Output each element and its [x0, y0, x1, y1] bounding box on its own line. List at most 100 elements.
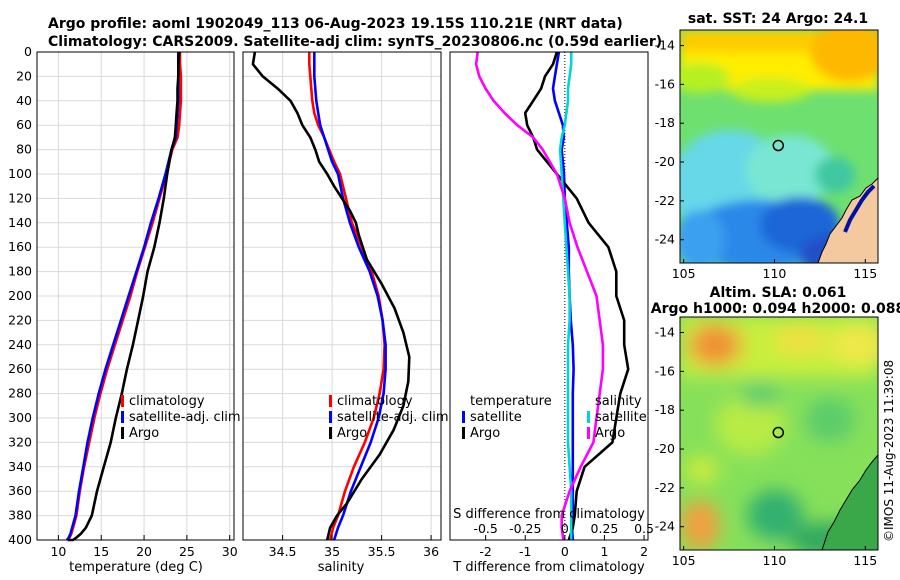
header-line1: Argo profile: aoml 1902049_113 06-Aug-20…: [48, 16, 623, 32]
map-ytick-label: -20: [655, 441, 675, 456]
map-ytick-label: -14: [655, 38, 675, 53]
depth-tick-label: 160: [8, 239, 32, 254]
map-xtick-label: 115: [853, 553, 877, 568]
series-temperature-argo: [523, 51, 630, 541]
temperature-frame: [36, 51, 235, 541]
sst-map: [680, 30, 878, 263]
legend-swatch-argo: [329, 427, 332, 439]
difference-lines: [474, 51, 630, 541]
sla-map-title: Altim. SLA: 0.061: [710, 285, 847, 301]
difference-xlabel: T difference from climatology: [452, 560, 645, 575]
temperature-lines: [65, 51, 183, 542]
xtick-label: -1: [519, 544, 531, 559]
salinity-xticks: 34.5 35 35.5 36: [269, 535, 439, 559]
top-tick-label: -0.5: [473, 521, 497, 536]
legend-temperature-argo: Argo: [470, 426, 500, 441]
difference-legend-right: salinity satellite Argo: [587, 394, 647, 441]
header-line2: Climatology: CARS2009. Satellite-adj cli…: [48, 34, 662, 50]
top-tick-label: 0.25: [591, 521, 619, 536]
map-ytick-label: -24: [655, 232, 675, 247]
legend-salinity-argo: Argo: [595, 426, 625, 441]
salinity-panel: 34.5 35 35.5 36 salinity climatology satell…: [242, 51, 449, 575]
legend-swatch-salinity-satellite: [587, 411, 590, 423]
legend-satellite: satellite-adj. clim: [337, 410, 449, 425]
xtick-label: -2: [479, 544, 491, 559]
legend-swatch-temperature-satellite: [462, 411, 465, 423]
xtick-label: 30: [222, 544, 238, 559]
sst-map-title: sat. SST: 24 Argo: 24.1: [688, 11, 868, 27]
legend-argo: Argo: [337, 426, 367, 441]
sst-field: [680, 30, 878, 263]
difference-frame: [449, 51, 649, 541]
salinity-frame: [242, 51, 442, 541]
sst-coastal-band: [843, 184, 876, 233]
legend-climatology: climatology: [337, 394, 413, 409]
sla-field: [680, 317, 878, 550]
salinity-lines: [251, 51, 411, 541]
xtick-label: 25: [179, 544, 195, 559]
salinity-legend: climatology satellite-adj. clim Argo: [329, 394, 449, 441]
series-temperature-satellite: [551, 51, 575, 541]
depth-tick-label: 400: [8, 532, 32, 547]
map-ytick-label: -20: [655, 154, 675, 169]
map-ytick-label: -22: [655, 193, 675, 208]
legend-temperature-satellite: satellite: [470, 410, 522, 425]
xtick-label: 35.5: [368, 544, 396, 559]
depth-tick-label: 180: [8, 264, 32, 279]
sst-argo-marker: [772, 139, 785, 152]
top-tick-label: 0.5: [634, 521, 654, 536]
sla-map: [680, 317, 878, 550]
map-ytick-label: -18: [655, 402, 675, 417]
series-salinity-argo: [474, 51, 605, 541]
xtick-label: 35: [324, 544, 340, 559]
depth-tick-label: 60: [16, 117, 32, 132]
difference-panel: -2 -1 0 1 2 -0.5 -0.25 0 0.25 0.5 S difference f…: [449, 51, 654, 575]
difference-top-xlabel: S difference from climatology: [453, 507, 645, 522]
temperature-grid: [37, 51, 234, 541]
xtick-label: 20: [136, 544, 152, 559]
xtick-label: 15: [93, 544, 109, 559]
salinity-grid: [243, 51, 441, 541]
map-ytick-label: -24: [655, 519, 675, 534]
map-xtick-label: 105: [672, 553, 696, 568]
legend-climatology: climatology: [129, 394, 205, 409]
map-ytick-label: -16: [655, 363, 675, 378]
depth-tick-label: 80: [16, 142, 32, 157]
legend-satellite: satellite-adj. clim: [129, 410, 241, 425]
map-ytick-label: -18: [655, 115, 675, 130]
depth-tick-label: 20: [16, 68, 32, 83]
legend-argo: Argo: [129, 426, 159, 441]
difference-xticks: -2 -1 0 1 2: [479, 535, 648, 559]
depth-tick-label: 40: [16, 93, 32, 108]
difference-legend-left: temperature satellite Argo: [462, 394, 552, 441]
sla-land: [821, 454, 878, 550]
legend-swatch-satellite: [121, 411, 124, 423]
temperature-panel: 0 20 40 60 80 100 120 140 160 180 200 220 240 260 280 3…: [8, 44, 240, 575]
temperature-legend: climatology satellite-adj. clim Argo: [121, 394, 241, 441]
legend-salinity-title: salinity: [595, 394, 642, 409]
top-tick-label: -0.25: [509, 521, 541, 536]
xtick-label: 10: [50, 544, 66, 559]
sst-frame: [679, 29, 879, 264]
sla-map-subtitle: Argo h1000: 0.094 h2000: 0.088: [651, 301, 900, 317]
difference-top-ticks: -0.5 -0.25 0 0.25 0.5: [473, 521, 654, 536]
sst-xticks: 105 110 115: [672, 259, 877, 281]
depth-tick-label: 220: [8, 312, 32, 327]
top-tick-label: 0: [561, 521, 569, 536]
legend-swatch-argo: [121, 427, 124, 439]
xtick-label: 34.5: [269, 544, 297, 559]
salinity-xlabel: salinity: [318, 560, 365, 575]
xtick-label: 2: [640, 544, 648, 559]
series-argo: [251, 51, 411, 541]
legend-salinity-satellite: satellite: [595, 410, 647, 425]
depth-tick-label: 260: [8, 361, 32, 376]
sla-xticks: 105 110 115: [672, 546, 877, 568]
depth-tick-label: 300: [8, 410, 32, 425]
series-salinity-satellite: [558, 52, 573, 540]
series-satellite-adj-clim: [312, 52, 387, 541]
legend-swatch-satellite: [329, 411, 332, 423]
sla-yticks: -14 -16 -18 -20 -22 -24: [655, 325, 684, 534]
depth-tick-label: 200: [8, 288, 32, 303]
map-xtick-label: 115: [853, 266, 877, 281]
